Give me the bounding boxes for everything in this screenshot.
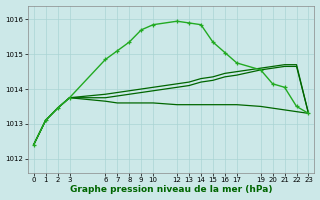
X-axis label: Graphe pression niveau de la mer (hPa): Graphe pression niveau de la mer (hPa) [70, 185, 272, 194]
